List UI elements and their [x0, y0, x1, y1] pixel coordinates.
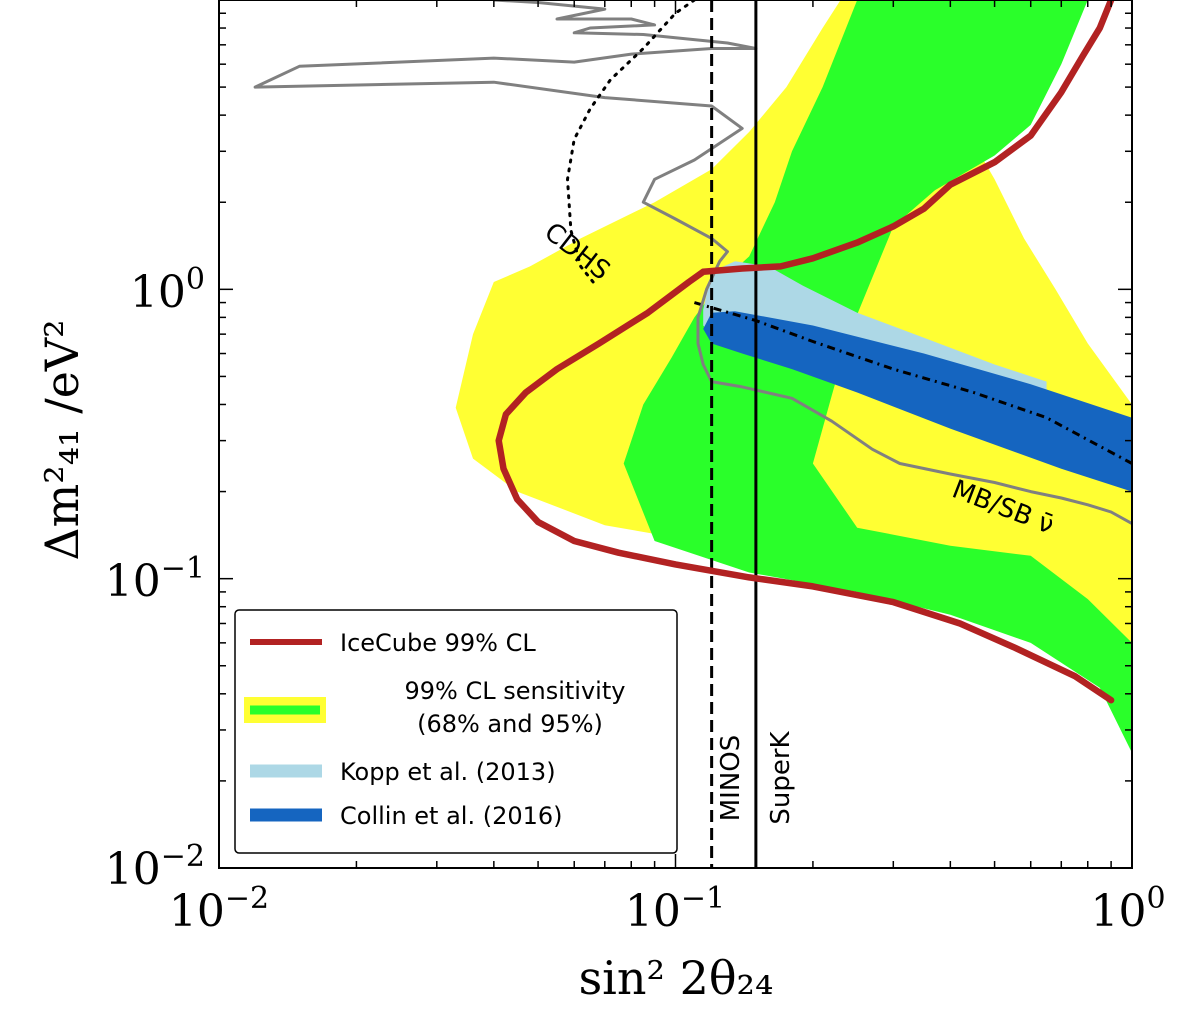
superk-label: SuperK: [766, 730, 796, 824]
legend-label-sensitivity-1: 99% CL sensitivity: [405, 677, 626, 705]
legend-box: [234, 609, 678, 854]
x-tick-label-2: 100: [1090, 881, 1165, 937]
band-68-area: [623, 0, 1132, 753]
y-tick-label-0: 10−2: [105, 839, 205, 895]
kopp-area: [703, 261, 1047, 390]
plot-frame: [218, 0, 1133, 869]
legend: IceCube 99% CL 99% CL sensitivity (68% a…: [234, 609, 678, 854]
x-tick-label-0: 10−2: [169, 881, 269, 937]
y-tick-label-1: 10−1: [105, 551, 205, 607]
mbsb-contour-line: [253, 0, 1132, 525]
minos-label: MINOS: [716, 735, 746, 822]
icecube-contour-line: [495, 0, 1115, 704]
collin-area: [703, 311, 1132, 492]
legend-label-icecube: IceCube 99% CL: [340, 629, 536, 657]
y-tick-label-2: 100: [130, 262, 205, 318]
legend-label-kopp: Kopp et al. (2013): [340, 758, 556, 786]
y-axis-title: Δm²₄₁ /eV²: [35, 319, 89, 560]
data-layer: [253, 0, 1132, 868]
legend-label-sensitivity-2: (68% and 95%): [417, 710, 603, 738]
cdhs-contour-line: [565, 0, 696, 284]
x-axis-title: sin² 2θ₂₄: [579, 951, 774, 1005]
legend-label-collin: Collin et al. (2016): [340, 802, 563, 830]
x-tick-label-1: 10−1: [625, 881, 725, 937]
